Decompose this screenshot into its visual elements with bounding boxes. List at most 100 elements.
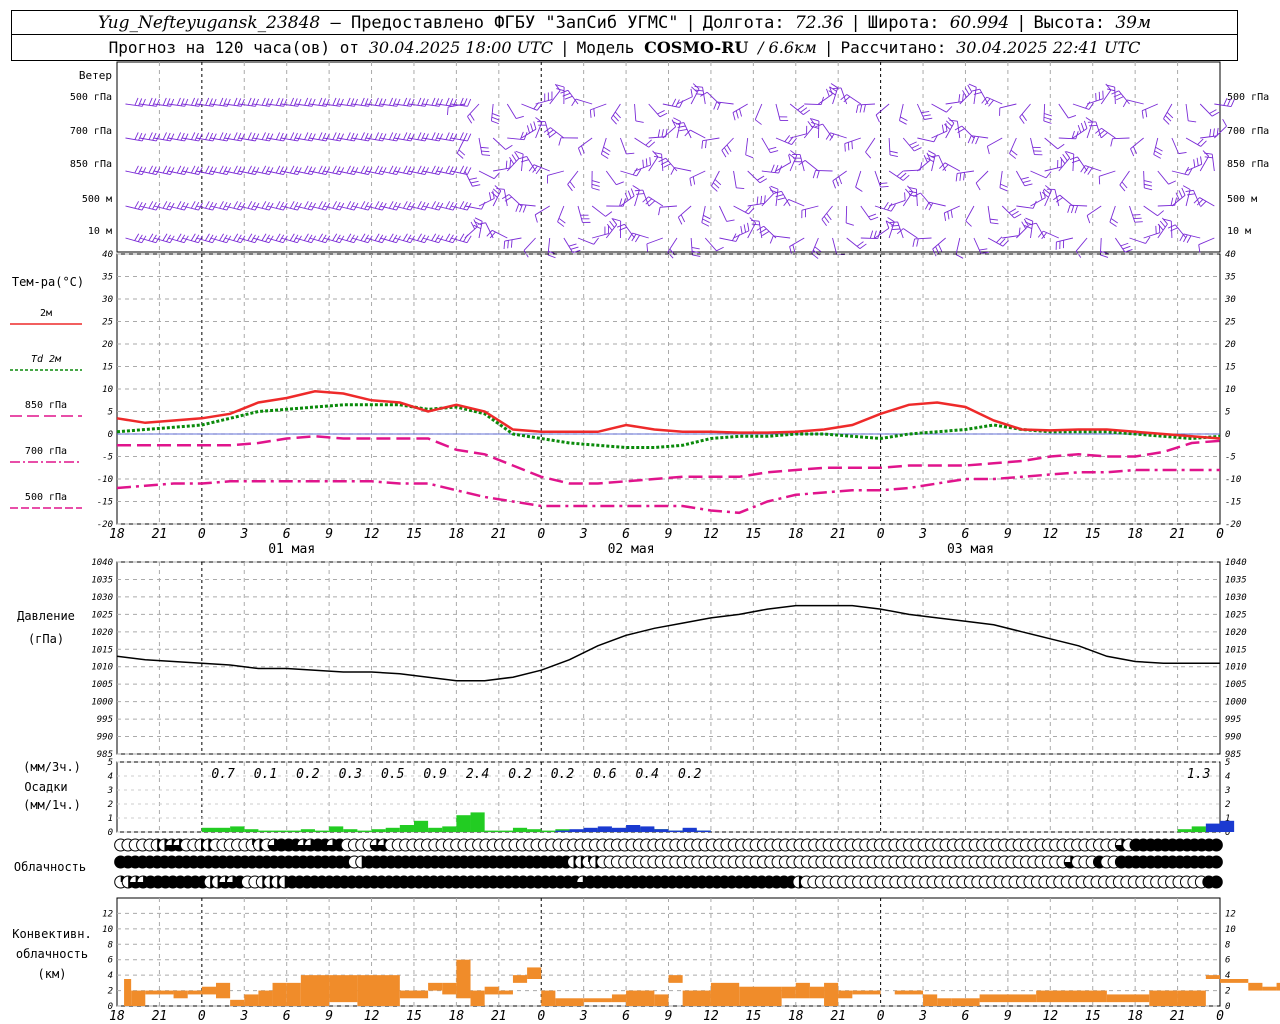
precip-3h-total: 1.3 <box>1187 767 1210 782</box>
wind-barb-feather <box>251 98 256 107</box>
wind-barb-feather <box>890 204 896 212</box>
wind-barb-feather <box>657 129 661 138</box>
wind-barb <box>436 237 454 244</box>
precip-title: Осадки <box>24 780 67 794</box>
wind-barb-feather <box>572 249 581 253</box>
pressure-ytick-right: 1000 <box>1225 698 1247 708</box>
wind-barb-feather <box>467 98 472 107</box>
wind-barb <box>365 237 383 244</box>
wind-barb-feather <box>325 98 330 107</box>
wind-level-label-left: 850 гПа <box>70 159 112 170</box>
wind-barb <box>1199 156 1210 172</box>
wind-barb <box>547 170 564 176</box>
wind-barb-feather <box>438 133 443 142</box>
wind-barb-feather <box>402 233 408 241</box>
wind-barb-feather <box>556 88 565 92</box>
wind-barb-feather <box>855 104 859 113</box>
wind-barb-feather <box>851 141 853 150</box>
wind-barb-feather <box>155 133 161 142</box>
conv-bar <box>923 994 938 1006</box>
wind-barb-feather <box>962 93 964 102</box>
wind-barb-feather <box>148 132 153 140</box>
wind-barb-feather <box>957 128 965 134</box>
conv-bar <box>1205 975 1220 979</box>
wind-barb <box>789 237 805 247</box>
conv-bar <box>215 982 231 999</box>
wind-barb <box>610 103 621 119</box>
wind-barb <box>295 170 312 175</box>
wind-barb-feather <box>364 166 369 174</box>
conv-bar <box>470 990 485 1006</box>
wind-barb-feather <box>1110 138 1113 147</box>
wind-barb-feather <box>1100 250 1109 255</box>
wind-barb <box>533 164 550 172</box>
wind-barb-feather <box>219 233 224 241</box>
wind-barb-feather <box>445 233 451 241</box>
wind-barb-feather <box>1193 197 1200 204</box>
wind-barb-feather <box>591 187 600 191</box>
wind-barb-feather <box>1055 197 1064 203</box>
conv-bar <box>682 990 711 1006</box>
wind-barb <box>1056 237 1074 243</box>
wind-barb-feather <box>491 191 498 198</box>
wind-barb <box>549 90 561 105</box>
wind-barb-feather <box>535 167 542 175</box>
wind-barb-feather <box>1209 128 1212 137</box>
wind-barb-feather <box>1070 205 1075 214</box>
wind-barb-feather <box>909 141 917 146</box>
precip-rain-bar <box>244 829 259 832</box>
wind-barb-feather <box>378 166 383 174</box>
wind-barb <box>1059 194 1074 207</box>
conv-xtick: 15 <box>406 1009 422 1024</box>
wind-barb-feather <box>883 201 889 210</box>
wind-barb-feather <box>467 116 473 124</box>
wind-barb-feather <box>353 167 359 175</box>
wind-barb-feather <box>927 153 935 159</box>
wind-barb <box>478 198 495 207</box>
wind-barb-feather <box>1145 109 1148 118</box>
wind-barb-feather <box>191 132 196 140</box>
wind-barb-feather <box>913 192 921 197</box>
wind-barb-feather <box>890 225 899 227</box>
wind-barb-feather <box>846 222 854 226</box>
wind-barb-feather <box>1120 242 1129 247</box>
wind-barb-feather <box>297 167 302 175</box>
header-row-2: Прогноз на 120 часа(ов) от 30.04.2025 18… <box>11 35 1238 61</box>
wind-barb <box>754 103 763 120</box>
wind-barb-feather <box>240 133 246 142</box>
wind-barb-feather <box>770 150 779 154</box>
conv-bar <box>428 982 443 991</box>
temp-ytick-right: 5 <box>1225 408 1230 418</box>
precip-snow-bar <box>640 826 655 832</box>
wind-barb-feather <box>610 117 617 125</box>
wind-barb <box>196 205 213 211</box>
wind-barb-feather <box>492 113 500 117</box>
wind-barb-feather <box>1122 245 1131 250</box>
wind-barb-feather <box>899 172 907 179</box>
wind-barb <box>394 137 411 142</box>
wind-barb <box>917 159 931 172</box>
wind-barb-feather <box>896 170 904 177</box>
precip-ytick-left: 5 <box>108 758 113 768</box>
wind-barb-feather <box>194 98 199 107</box>
temp-xtick: 3 <box>239 527 248 542</box>
wind-barb-feather <box>466 235 472 243</box>
wind-barb-feather <box>318 233 323 241</box>
wind-barb-feather <box>859 243 867 250</box>
wind-barb-feather <box>332 201 337 209</box>
wind-barb <box>139 137 157 142</box>
wind-barb-feather <box>1085 101 1091 109</box>
wind-barb-feather <box>184 98 189 107</box>
wind-barb <box>1077 156 1088 172</box>
conv-ytick-right: 0 <box>1225 1002 1230 1012</box>
wind-barb-feather <box>447 106 449 116</box>
wind-barb-feather <box>223 98 228 107</box>
pressure-title: Давление <box>17 609 75 623</box>
wind-barb-feather <box>1002 240 1009 247</box>
conv-bar <box>300 975 330 1006</box>
wind-barb-feather <box>251 166 256 174</box>
wind-barb-feather <box>626 152 635 155</box>
wind-barb-feather <box>1121 181 1128 189</box>
wind-barb-feather <box>811 122 819 126</box>
wind-barb <box>295 237 312 244</box>
